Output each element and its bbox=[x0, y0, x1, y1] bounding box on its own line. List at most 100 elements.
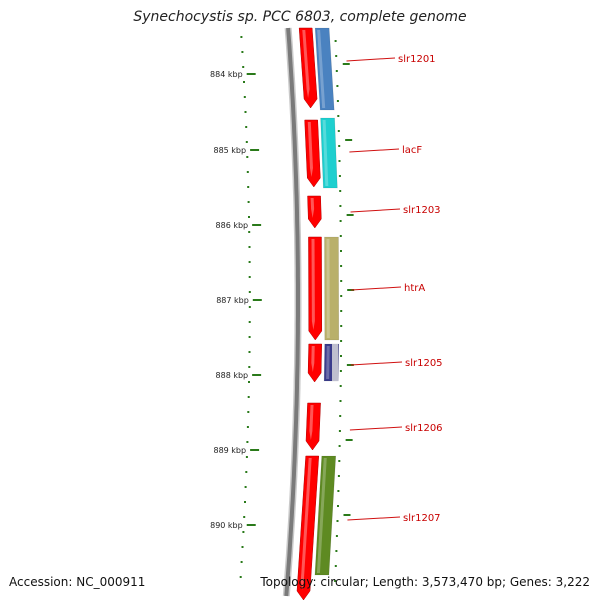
reverse-gene-highlight bbox=[326, 346, 330, 379]
minor-tick-dot bbox=[248, 231, 251, 233]
minor-tick-dot bbox=[247, 411, 250, 413]
minor-tick-dot bbox=[335, 70, 338, 72]
forward-gene-highlight bbox=[300, 458, 312, 590]
minor-tick-dot bbox=[245, 126, 248, 128]
minor-tick-dot bbox=[339, 385, 342, 387]
minor-tick-dot bbox=[243, 96, 246, 98]
minor-tick-dot bbox=[338, 160, 341, 162]
genome-title: Synechocystis sp. PCC 6803, complete gen… bbox=[133, 9, 467, 25]
forward-gene-highlight bbox=[311, 239, 315, 330]
minor-tick-dot bbox=[339, 205, 342, 207]
gene-leader-line bbox=[350, 361, 403, 366]
minor-tick-dot bbox=[248, 306, 251, 308]
minor-tick-dot bbox=[246, 156, 249, 158]
gene-leader-line bbox=[350, 208, 401, 213]
minor-tick-dot bbox=[338, 445, 341, 447]
tick-label: 886 kbp bbox=[216, 221, 249, 230]
minor-tick-dot bbox=[334, 580, 337, 582]
minor-tick-dot bbox=[340, 325, 343, 327]
reverse-gene-highlight bbox=[322, 120, 329, 186]
minor-tick-dot bbox=[239, 576, 242, 578]
tick-label: 890 kbp bbox=[210, 521, 243, 530]
accession-text: Accession: NC_000911 bbox=[9, 575, 146, 589]
minor-tick-dot bbox=[340, 355, 342, 357]
gene-label-slr1206: slr1206 bbox=[405, 423, 443, 434]
tick-label: 887 kbp bbox=[216, 296, 249, 305]
minor-tick-dot bbox=[337, 475, 340, 477]
gene-label-slr1205: slr1205 bbox=[405, 358, 443, 369]
forward-gene-arrow bbox=[307, 195, 322, 229]
minor-tick-dot bbox=[241, 51, 244, 53]
minor-tick-dot bbox=[340, 265, 343, 267]
minor-tick-dot bbox=[240, 561, 243, 563]
gene-label-htrA: htrA bbox=[404, 283, 425, 294]
minor-tick-dot bbox=[247, 201, 250, 203]
minor-tick-dot bbox=[248, 336, 251, 338]
gene-label-slr1203: slr1203 bbox=[403, 205, 441, 216]
gene-leader-line bbox=[347, 516, 401, 521]
gene-leader-line bbox=[349, 148, 400, 153]
minor-tick-dot bbox=[336, 520, 339, 522]
reverse-gene-bar bbox=[314, 455, 337, 576]
minor-tick-dot bbox=[340, 295, 343, 297]
backbone-arc bbox=[284, 27, 300, 597]
forward-gene-arrow bbox=[305, 402, 321, 451]
minor-tick-dot bbox=[245, 141, 248, 143]
forward-gene-arrow bbox=[307, 343, 322, 383]
minor-tick-dot bbox=[334, 40, 337, 42]
minor-tick-dot bbox=[340, 310, 343, 312]
gene-leader-line bbox=[346, 57, 396, 62]
tick-label: 888 kbp bbox=[216, 371, 249, 380]
minor-tick-dot bbox=[338, 175, 341, 177]
minor-tick-dot bbox=[248, 366, 251, 368]
minor-tick-dot bbox=[337, 130, 340, 132]
minor-tick-dot bbox=[246, 441, 249, 443]
minor-tick-dot bbox=[248, 216, 250, 218]
minor-tick-dot bbox=[335, 550, 338, 552]
minor-tick-dot bbox=[334, 565, 337, 567]
forward-gene-arrow bbox=[308, 236, 323, 341]
minor-tick-dot bbox=[335, 535, 338, 537]
forward-gene-highlight bbox=[307, 122, 313, 177]
minor-tick-dot bbox=[244, 486, 247, 488]
minor-tick-dot bbox=[244, 501, 246, 503]
gene-label-lacF: lacF bbox=[402, 145, 422, 156]
forward-gene-arrow bbox=[304, 119, 321, 188]
minor-tick-dot bbox=[335, 55, 338, 57]
minor-tick-dot bbox=[248, 321, 251, 323]
reverse-gene-highlight bbox=[317, 30, 326, 108]
minor-tick-dot bbox=[248, 276, 251, 278]
adjacent-gene-bar bbox=[332, 344, 338, 381]
minor-tick-dot bbox=[242, 531, 245, 533]
minor-tick-dot bbox=[248, 351, 251, 353]
minor-tick-dot bbox=[339, 235, 342, 237]
minor-tick-dot bbox=[340, 340, 343, 342]
minor-tick-dot bbox=[247, 186, 250, 188]
minor-tick-dot bbox=[245, 456, 248, 458]
minor-tick-dot bbox=[340, 280, 343, 282]
minor-tick-dot bbox=[339, 220, 342, 222]
genome-summary-text: Topology: circular; Length: 3,573,470 bp… bbox=[260, 575, 590, 589]
forward-gene-highlight bbox=[309, 405, 314, 440]
minor-tick-dot bbox=[248, 246, 251, 248]
minor-tick-dot bbox=[242, 66, 245, 68]
reverse-gene-highlight bbox=[316, 458, 327, 573]
minor-tick-dot bbox=[339, 400, 342, 402]
minor-tick-dot bbox=[338, 460, 341, 462]
minor-tick-dot bbox=[336, 100, 339, 102]
minor-tick-dot bbox=[241, 546, 244, 548]
forward-gene-highlight bbox=[310, 198, 315, 218]
tick-label: 889 kbp bbox=[213, 446, 246, 455]
minor-tick-dot bbox=[340, 250, 342, 252]
minor-tick-dot bbox=[337, 115, 340, 117]
reverse-gene-bar bbox=[324, 236, 340, 341]
minor-tick-dot bbox=[240, 36, 243, 38]
minor-tick-dot bbox=[245, 471, 248, 473]
minor-tick-dot bbox=[243, 516, 246, 518]
minor-tick-dot bbox=[244, 111, 247, 113]
tick-label: 885 kbp bbox=[213, 146, 246, 155]
minor-tick-dot bbox=[337, 505, 339, 507]
tick-label: 884 kbp bbox=[210, 70, 243, 79]
gene-label-slr1201: slr1201 bbox=[398, 54, 436, 65]
